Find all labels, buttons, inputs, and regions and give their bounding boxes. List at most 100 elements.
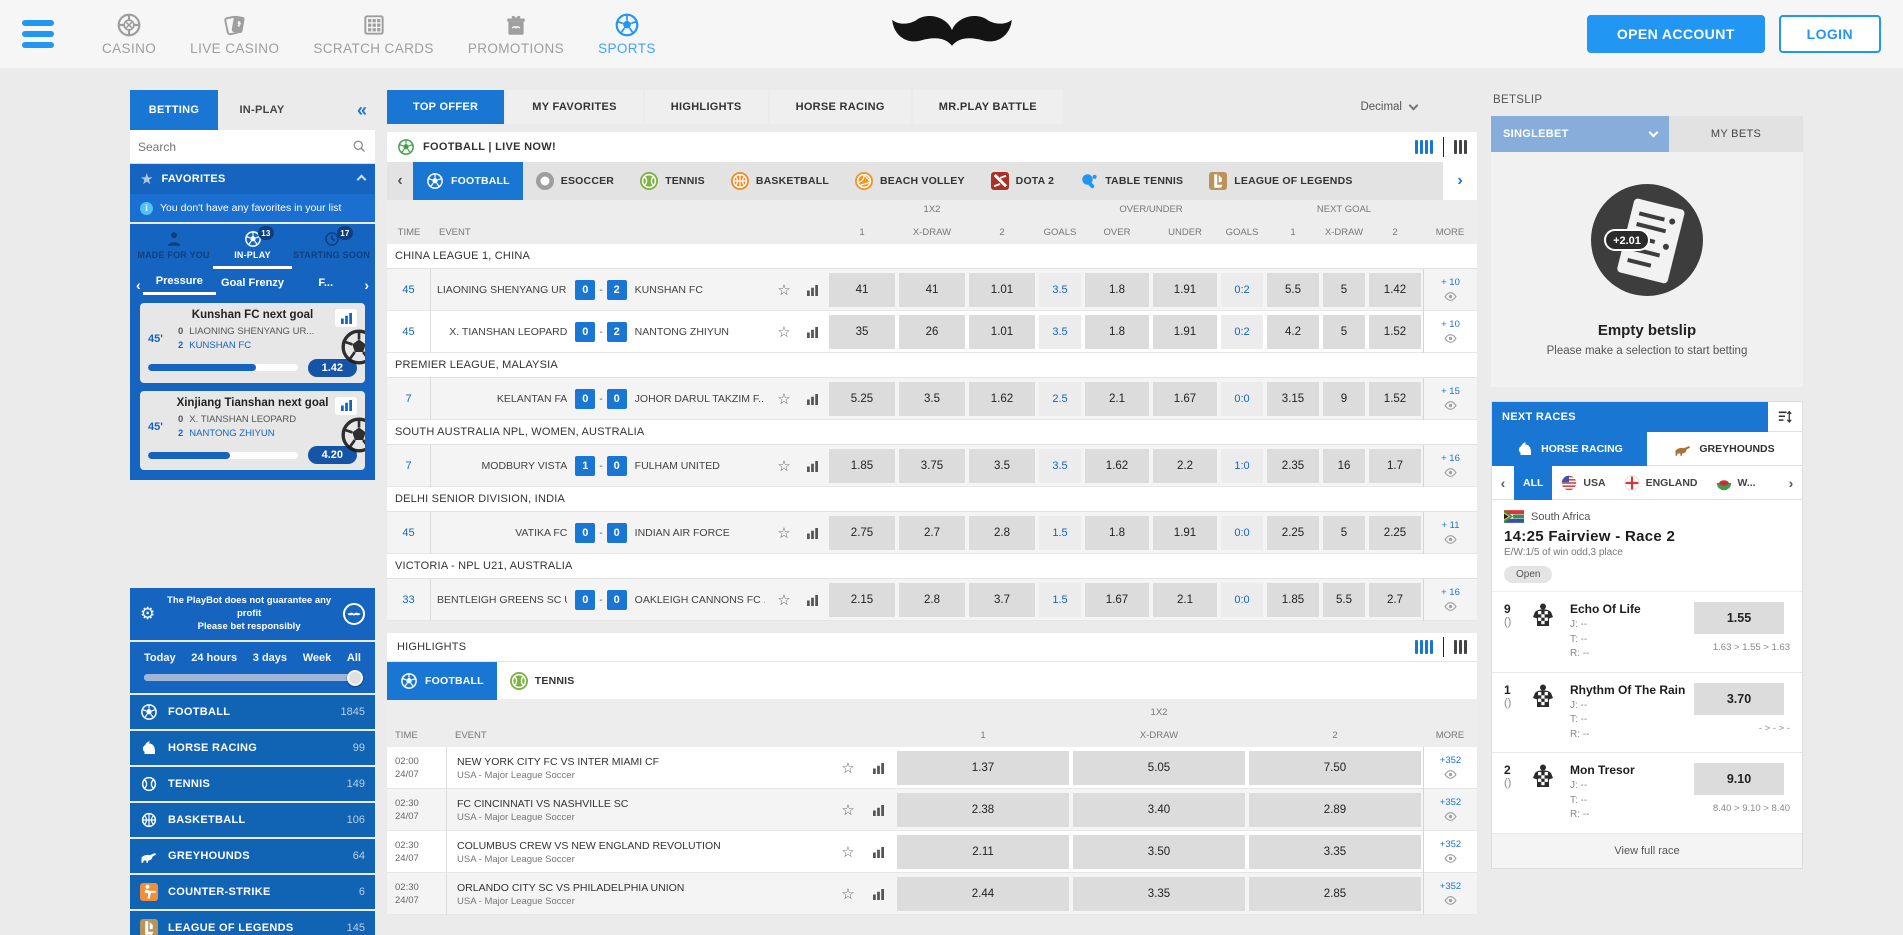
odds-draw[interactable]: 41	[899, 273, 965, 307]
favorite-star-icon[interactable]: ☆	[841, 886, 855, 903]
odds-away[interactable]: 3.35	[1249, 835, 1421, 869]
odds-draw[interactable]: 26	[899, 315, 965, 349]
odds-away[interactable]: 3.5	[969, 449, 1035, 483]
goals-line[interactable]: 3.5	[1039, 449, 1081, 483]
nav-scratch-cards[interactable]: SCRATCH CARDS	[313, 12, 433, 56]
time-filter-slider[interactable]	[144, 669, 363, 686]
more-markets[interactable]: +352	[1423, 747, 1477, 789]
multi-column-view-icon[interactable]	[1415, 140, 1433, 154]
odds-away[interactable]: 7.50	[1249, 751, 1421, 785]
stats-chart-icon[interactable]	[335, 309, 357, 327]
stats-chart-icon[interactable]	[797, 594, 827, 606]
country-all[interactable]: ALL	[1514, 465, 1553, 500]
subtab-pressure[interactable]: Pressure	[142, 275, 216, 295]
odds-home[interactable]: 2.11	[897, 835, 1069, 869]
odds-away[interactable]: 1.01	[969, 315, 1035, 349]
odds-over[interactable]: 1.8	[1085, 516, 1149, 550]
odds-draw[interactable]: 3.40	[1073, 793, 1245, 827]
time-filter-option[interactable]: 3 days	[252, 652, 288, 665]
sport-tab[interactable]: TENNIS	[497, 662, 588, 700]
odds-home[interactable]: 2.44	[897, 877, 1069, 911]
next-goal-away[interactable]: 2.7	[1369, 583, 1421, 617]
country-usa[interactable]: USA	[1552, 466, 1614, 500]
match-event[interactable]: MODBURY VISTA 1 - 0 FULHAM UNITED	[431, 456, 771, 476]
chevron-right-icon[interactable]: ›	[1788, 474, 1794, 491]
tab-horse-racing[interactable]: HORSE RACING	[1492, 432, 1647, 466]
odds-over[interactable]: 1.8	[1085, 273, 1149, 307]
more-markets[interactable]: + 16	[1423, 445, 1477, 487]
stats-chart-icon[interactable]	[797, 393, 827, 405]
single-column-view-icon[interactable]	[1454, 140, 1467, 154]
time-filter-option[interactable]: Today	[144, 652, 176, 665]
more-markets[interactable]: +352	[1423, 873, 1477, 915]
login-button[interactable]: LOGIN	[1778, 15, 1881, 53]
tab-my-bets[interactable]: MY BETS	[1669, 116, 1803, 152]
next-goal-away[interactable]: 1.52	[1369, 315, 1421, 349]
odds-draw[interactable]: 3.50	[1073, 835, 1245, 869]
event-info[interactable]: ORLANDO CITY SC VS PHILADELPHIA UNION US…	[447, 882, 835, 907]
main-tab[interactable]: MY FAVORITES	[506, 90, 643, 124]
subtab-goal-frenzy[interactable]: Goal Frenzy	[221, 276, 284, 289]
favorite-star-icon[interactable]: ☆	[841, 760, 855, 777]
next-goal-none[interactable]: 9	[1323, 382, 1365, 416]
odds-button[interactable]: 1.42	[307, 358, 357, 377]
favorite-star-icon[interactable]: ☆	[841, 844, 855, 861]
stats-chart-icon[interactable]	[797, 460, 827, 472]
odds-home[interactable]: 2.75	[829, 516, 895, 550]
next-goal-away[interactable]: 2.25	[1369, 516, 1421, 550]
stats-chart-icon[interactable]	[797, 326, 827, 338]
next-goal-card[interactable]: Kunshan FC next goal 45' 0 LIAONING SHENY…	[140, 303, 365, 383]
match-event[interactable]: VATIKA FC 0 - 0 INDIAN AIR FORCE	[431, 523, 771, 543]
odds-away[interactable]: 2.85	[1249, 877, 1421, 911]
main-tab[interactable]: HIGHLIGHTS	[644, 90, 768, 124]
next-goal-none[interactable]: 5.5	[1323, 583, 1365, 617]
sort-icon[interactable]	[1768, 402, 1802, 432]
hamburger-menu-icon[interactable]	[22, 20, 54, 48]
event-info[interactable]: NEW YORK CITY FC VS INTER MIAMI CF USA -…	[447, 756, 835, 781]
stats-chart-icon[interactable]	[861, 762, 895, 774]
runner-odds-button[interactable]: 3.70	[1694, 682, 1784, 715]
next-goal-home[interactable]: 1.85	[1267, 583, 1319, 617]
open-account-button[interactable]: OPEN ACCOUNT	[1586, 15, 1765, 53]
tab-inplay[interactable]: IN-PLAY	[239, 104, 285, 116]
more-markets[interactable]: + 10	[1423, 269, 1477, 311]
stats-chart-icon[interactable]	[861, 846, 895, 858]
more-markets[interactable]: +352	[1423, 831, 1477, 873]
stats-chart-icon[interactable]	[861, 888, 895, 900]
sport-tab[interactable]: DOTA 2	[978, 162, 1068, 200]
favorite-star-icon[interactable]: ☆	[777, 525, 791, 542]
goals-line[interactable]: 1.5	[1039, 583, 1081, 617]
collapse-sidebar-icon[interactable]: «	[356, 99, 367, 120]
slider-thumb[interactable]	[347, 669, 363, 686]
goals-line[interactable]: 3.5	[1039, 273, 1081, 307]
sport-tab[interactable]: ESOCCER	[523, 162, 627, 200]
mustache-logo[interactable]	[882, 8, 1022, 60]
time-filter-option[interactable]: 24 hours	[191, 652, 238, 665]
odds-format-dropdown[interactable]: Decimal	[1360, 90, 1477, 124]
more-markets[interactable]: +352	[1423, 789, 1477, 831]
nav-sports[interactable]: SPORTS	[598, 12, 656, 56]
single-column-view-icon[interactable]	[1454, 640, 1467, 654]
search-input[interactable]	[138, 139, 352, 154]
nav-promotions[interactable]: PROMOTIONS	[468, 12, 564, 56]
odds-under[interactable]: 2.2	[1153, 449, 1217, 483]
odds-under[interactable]: 1.91	[1153, 273, 1217, 307]
odds-home[interactable]: 1.85	[829, 449, 895, 483]
next-goal-home[interactable]: 2.35	[1267, 449, 1319, 483]
more-markets[interactable]: + 10	[1423, 311, 1477, 353]
chevron-right-icon[interactable]: ›	[364, 277, 369, 293]
next-goal-away[interactable]: 1.42	[1369, 273, 1421, 307]
subtab-partial[interactable]: F...	[318, 276, 334, 289]
odds-away[interactable]: 2.8	[969, 516, 1035, 550]
next-goal-home[interactable]: 4.2	[1267, 315, 1319, 349]
favorites-header[interactable]: ★ FAVORITES	[130, 164, 375, 194]
stats-chart-icon[interactable]	[797, 527, 827, 539]
favorite-star-icon[interactable]: ☆	[777, 592, 791, 609]
next-goal-card[interactable]: Xinjiang Tianshan next goal 45' 0 X. TIAN…	[140, 390, 365, 470]
multi-column-view-icon[interactable]	[1415, 640, 1433, 654]
more-markets[interactable]: + 11	[1423, 512, 1477, 554]
favorite-star-icon[interactable]: ☆	[777, 391, 791, 408]
sidebar-sport-item[interactable]: GREYHOUNDS 64	[130, 839, 375, 874]
stats-chart-icon[interactable]	[335, 396, 357, 415]
odds-over[interactable]: 1.8	[1085, 315, 1149, 349]
